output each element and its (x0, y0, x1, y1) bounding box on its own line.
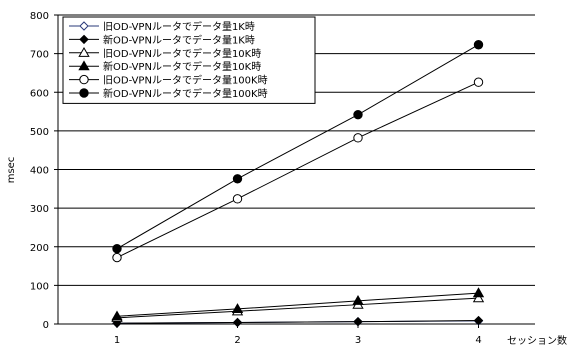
x-tick-labels: 1 2 3 4 (114, 324, 482, 346)
data-point (473, 315, 484, 326)
legend-marker (78, 60, 90, 71)
legend-item: 新OD-VPNルータでデータ量100K時 (69, 87, 268, 100)
x-tick-label: 4 (475, 335, 481, 346)
legend-item: 旧OD-VPNルータでデータ量10K時 (69, 47, 261, 60)
y-tick-label: 500 (30, 127, 49, 138)
data-point (232, 317, 243, 328)
series-line (116, 81, 479, 259)
data-point (231, 303, 244, 314)
legend-label: 新OD-VPNルータでデータ量1K時 (103, 33, 255, 46)
legend-label: 旧OD-VPNルータでデータ量100K時 (103, 74, 268, 87)
y-tick-label: 800 (30, 11, 49, 22)
series-line (116, 44, 479, 250)
legend-item: 旧OD-VPNルータでデータ量1K時 (69, 20, 255, 33)
y-tick-label: 300 (30, 204, 49, 215)
series-line (116, 292, 479, 317)
data-point (353, 109, 363, 120)
data-point (112, 243, 122, 254)
legend-marker (78, 46, 90, 57)
series-group (111, 40, 485, 328)
series-3 (111, 292, 485, 322)
series-line (116, 320, 479, 324)
data-point (472, 287, 485, 298)
y-tick-label: 100 (30, 281, 49, 292)
y-tick-labels: 0 100 200 300 400 500 600 700 800 (30, 11, 49, 331)
legend-marker (79, 74, 89, 85)
data-point (111, 310, 123, 321)
data-point (352, 295, 364, 305)
legend-label: 新OD-VPNルータでデータ量100K時 (103, 87, 268, 100)
y-axis-label: msec (6, 157, 17, 184)
legend-label: 旧OD-VPNルータでデータ量1K時 (103, 20, 255, 33)
data-point (232, 174, 243, 184)
x-tick-label: 3 (355, 335, 361, 346)
series-4 (111, 287, 485, 321)
y-tick-label: 400 (30, 166, 49, 177)
legend-marker (79, 34, 89, 45)
data-point (473, 77, 484, 87)
y-tick-label: 600 (30, 88, 49, 99)
data-point (472, 292, 485, 303)
y-tick-label: 200 (30, 243, 49, 254)
series-6 (112, 40, 484, 254)
x-tick-label: 2 (234, 335, 240, 346)
legend-label: 新OD-VPNルータでデータ量10K時 (103, 60, 261, 73)
data-point (473, 40, 484, 50)
legend-label: 旧OD-VPNルータでデータ量10K時 (103, 47, 261, 60)
legend-box (62, 16, 316, 104)
data-point (353, 133, 363, 143)
data-point (112, 252, 122, 263)
legend-marker (79, 88, 89, 98)
data-point (353, 316, 363, 327)
y-tick-label: 0 (43, 320, 49, 331)
series-5 (112, 77, 484, 263)
data-point (232, 194, 243, 204)
legend-item: 新OD-VPNルータでデータ量10K時 (69, 60, 261, 73)
legend: 旧OD-VPNルータでデータ量1K時新OD-VPNルータでデータ量1K時旧OD-… (62, 16, 316, 104)
x-tick-label: 1 (114, 335, 120, 346)
legend-item: 新OD-VPNルータでデータ量1K時 (69, 33, 255, 46)
y-tick-label: 700 (30, 50, 49, 61)
axes (57, 15, 535, 325)
legend-marker (79, 21, 89, 31)
series-line (116, 297, 479, 319)
legend-item: 旧OD-VPNルータでデータ量100K時 (69, 74, 268, 87)
x-axis-label: セッション数 (507, 334, 567, 347)
series-2 (112, 315, 484, 328)
